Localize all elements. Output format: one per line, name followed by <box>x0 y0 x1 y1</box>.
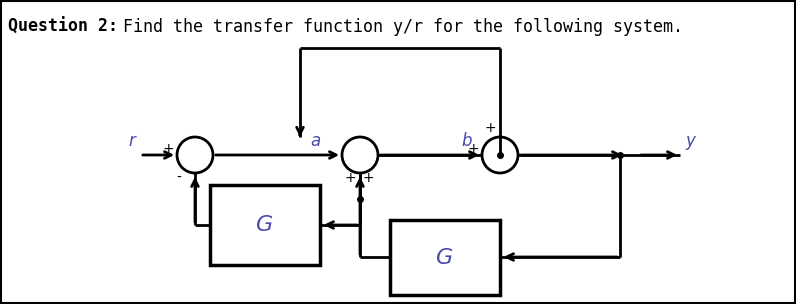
Text: G: G <box>256 215 274 235</box>
Text: Question 2:: Question 2: <box>8 18 118 36</box>
Text: G: G <box>436 247 454 268</box>
Text: a: a <box>310 132 320 150</box>
Bar <box>390 220 500 295</box>
Text: Find the transfer function y/r for the following system.: Find the transfer function y/r for the f… <box>113 18 683 36</box>
Text: +: + <box>162 142 174 156</box>
Text: b: b <box>462 132 472 150</box>
Text: y: y <box>685 132 695 150</box>
Text: +: + <box>485 121 496 135</box>
Text: +: + <box>344 171 356 185</box>
Bar <box>210 185 320 265</box>
Text: +: + <box>362 171 373 185</box>
Text: -: - <box>177 171 181 185</box>
Text: r: r <box>128 132 135 150</box>
Text: +: + <box>467 142 479 156</box>
